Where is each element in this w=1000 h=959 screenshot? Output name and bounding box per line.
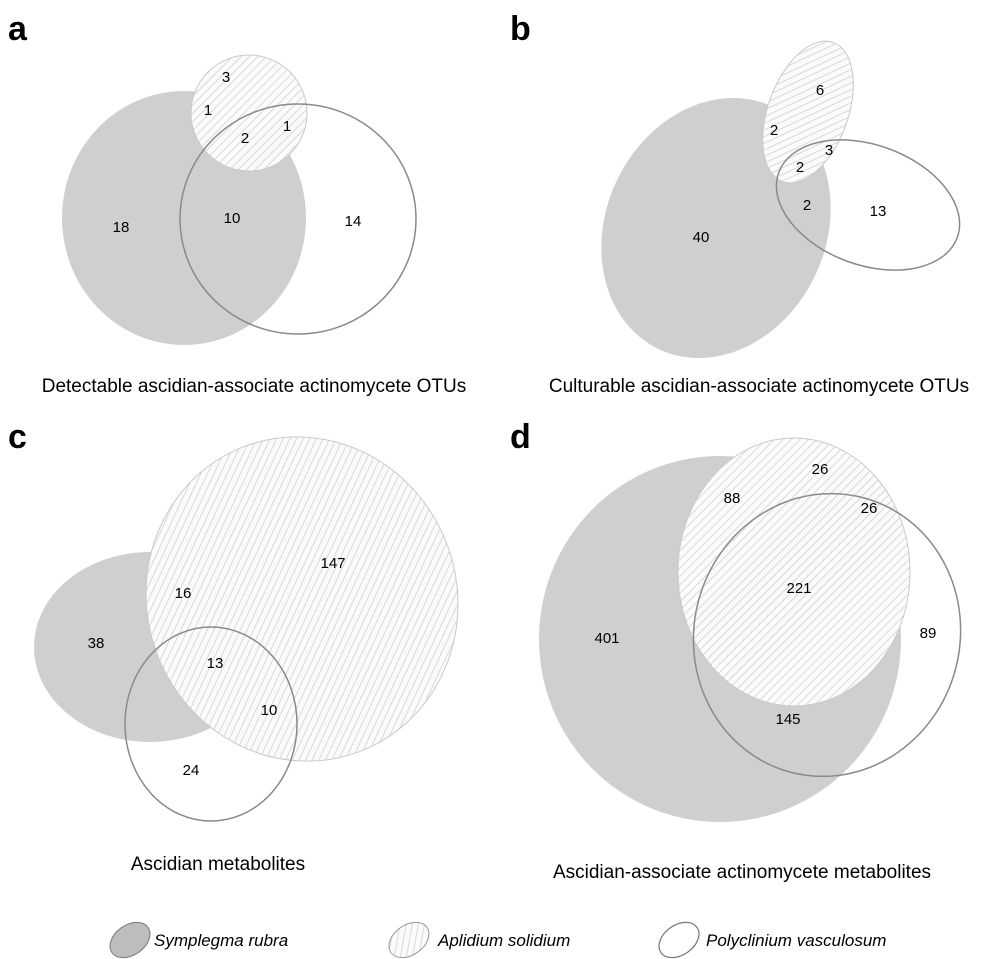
- count-a-aplidium-only: 3: [222, 69, 230, 86]
- count-d-aplidium-polyclinium: 26: [861, 500, 878, 517]
- polyclinium-vasculosum-set-a: [179, 103, 417, 335]
- count-c-all-three: 13: [207, 655, 224, 672]
- count-d-aplidium-only: 26: [812, 461, 829, 478]
- panel-letter-b: b: [510, 10, 531, 48]
- aplidium-solidium-set-d: [677, 437, 911, 707]
- legend-item-aplidium: Aplidium solidium: [388, 921, 570, 959]
- count-c-polyclinium-only: 24: [183, 762, 200, 779]
- aplidium-swatch-icon: [388, 921, 430, 959]
- caption-b: Culturable ascidian-associate actinomyce…: [549, 376, 969, 397]
- panel-b: b 6 2 3 2 2 40 13 Culturable ascidian-as…: [510, 10, 969, 397]
- panel-letter-a: a: [8, 10, 28, 48]
- count-a-polyclinium-only: 14: [345, 213, 362, 230]
- legend-item-polyclinium: Polyclinium vasculosum: [658, 921, 886, 959]
- panel-letter-c: c: [8, 418, 27, 456]
- count-a-symplegma-polyclinium: 10: [224, 210, 241, 227]
- legend-label-polyclinium: Polyclinium vasculosum: [706, 931, 886, 950]
- count-d-symplegma-aplidium: 88: [724, 490, 741, 507]
- polyclinium-swatch-icon: [658, 921, 700, 959]
- panel-letter-d: d: [510, 418, 531, 456]
- count-b-aplidium-only: 6: [816, 82, 824, 99]
- panel-c: c 147 16 38 13 10 24 Ascidian metabolite…: [8, 418, 459, 875]
- symplegma-swatch-icon: [109, 921, 151, 959]
- count-d-symplegma-only: 401: [594, 630, 619, 647]
- count-b-symplegma-only: 40: [693, 229, 710, 246]
- polyclinium-vasculosum-set-b: [775, 139, 961, 271]
- legend-label-aplidium: Aplidium solidium: [437, 931, 570, 950]
- count-d-symplegma-polyclinium: 145: [775, 711, 800, 728]
- panel-a: a 3 1 1 2 18 10 14 Detectable ascidian-a…: [8, 10, 466, 397]
- panel-d: d 26 88 26 221 401 89 145 Ascidian-assoc…: [510, 418, 962, 883]
- aplidium-solidium-set-b: [762, 40, 854, 184]
- count-b-symplegma-aplidium: 2: [770, 122, 778, 139]
- caption-a: Detectable ascidian-associate actinomyce…: [42, 376, 467, 397]
- count-c-aplidium-polyclinium: 10: [261, 702, 278, 719]
- count-b-polyclinium-only: 13: [870, 203, 887, 220]
- aplidium-solidium-set-c: [145, 436, 459, 762]
- count-b-all-three: 2: [796, 159, 804, 176]
- caption-d: Ascidian-associate actinomycete metaboli…: [553, 862, 931, 883]
- count-c-symplegma-aplidium: 16: [175, 585, 192, 602]
- caption-c: Ascidian metabolites: [131, 854, 305, 875]
- count-d-polyclinium-only: 89: [920, 625, 937, 642]
- count-b-aplidium-polyclinium: 3: [825, 142, 833, 159]
- polyclinium-vasculosum-set-d: [692, 492, 962, 778]
- count-a-symplegma-aplidium: 1: [204, 102, 212, 119]
- legend: Symplegma rubra Aplidium solidium Polycl…: [109, 921, 886, 959]
- count-c-aplidium-only: 147: [320, 555, 345, 572]
- count-b-symplegma-polyclinium: 2: [803, 197, 811, 214]
- count-c-symplegma-only: 38: [88, 635, 105, 652]
- polyclinium-vasculosum-set-c: [124, 626, 298, 822]
- legend-label-symplegma: Symplegma rubra: [154, 931, 288, 950]
- aplidium-solidium-set-a: [190, 54, 308, 172]
- count-d-all-three: 221: [786, 580, 811, 597]
- count-a-aplidium-polyclinium: 1: [283, 118, 291, 135]
- count-a-symplegma-only: 18: [113, 219, 130, 236]
- count-a-all-three: 2: [241, 130, 249, 147]
- legend-item-symplegma: Symplegma rubra: [109, 921, 288, 959]
